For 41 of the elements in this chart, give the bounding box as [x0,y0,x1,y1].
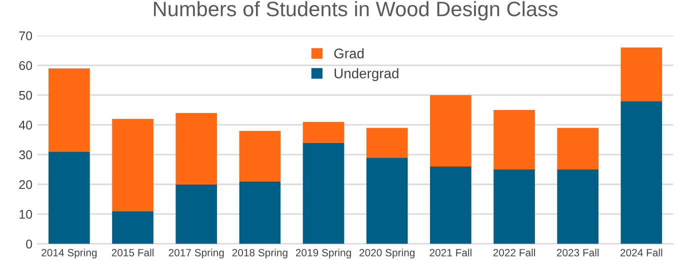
y-tick-label: 50 [19,90,32,100]
bar [430,95,472,167]
x-tick-label: 2018 Spring [232,248,288,258]
x-tick-label: 2024 Fall [620,248,662,256]
bar [112,211,154,244]
y-tick-label: 60 [19,61,32,70]
x-tick-label: 2019 Spring [296,248,351,258]
y-tick-label: 30 [19,150,32,160]
bar [48,152,90,244]
bar [112,118,154,212]
bar [48,68,90,152]
bar [494,169,535,244]
y-tick-label: 10 [20,210,32,219]
y-tick-label: 40 [18,120,32,130]
bar [366,128,408,158]
bar [494,110,535,170]
bar [430,166,472,244]
bar [620,48,662,102]
bar [302,142,344,244]
y-tick-label: 70 [19,31,32,40]
bar [366,158,408,244]
x-tick-label: 2014 Spring [42,248,97,258]
legend-label: Undergrad [334,68,398,82]
x-tick-label: 2021 Fall [430,248,472,256]
bar [176,112,218,184]
x-tick-label: 2017 Spring [168,248,224,258]
x-tick-label: 2020 Spring [360,248,415,258]
y-tick-label: 0 [26,240,32,249]
bar [557,128,598,170]
x-tick-label: 2022 Fall [493,248,535,256]
x-tick-label: 2023 Fall [556,248,599,256]
legend-label: Grad [334,48,364,58]
bar [557,169,598,244]
bar [239,181,281,244]
x-tick-label: 2015 Fall [112,248,154,256]
chart-title: Numbers of Students in Wood Design Class [154,1,558,20]
bar [239,130,281,182]
y-tick-label: 20 [19,180,32,190]
bar [176,184,218,244]
bar [302,122,344,143]
bar [620,101,662,244]
